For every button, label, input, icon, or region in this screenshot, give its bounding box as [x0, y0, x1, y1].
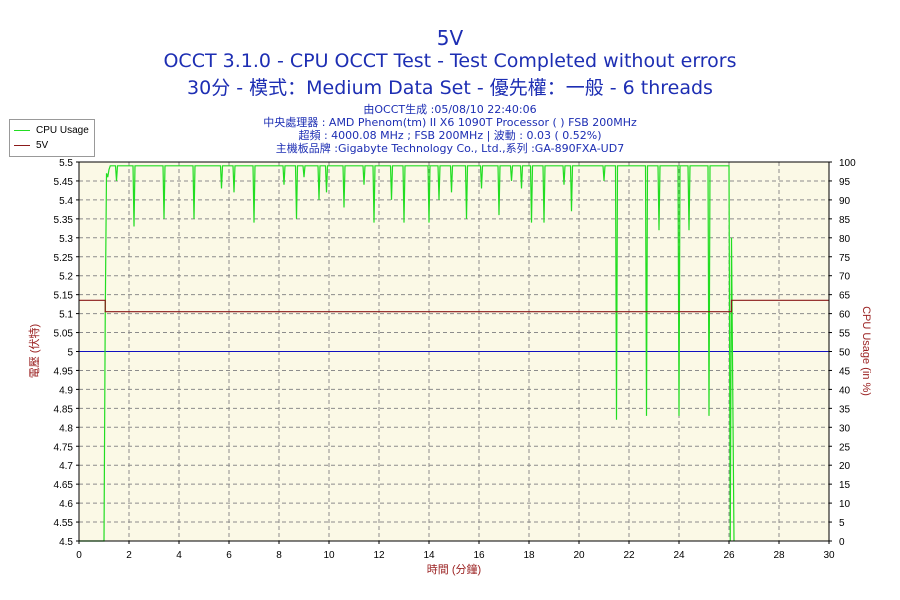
left-axis-label: 電壓 (伏特) [27, 324, 41, 378]
x-tick-label: 28 [773, 550, 785, 561]
right-tick-label: 0 [839, 537, 845, 548]
info-motherboard: 主機板品牌 :Gigabyte Technology Co., Ltd.,系列 … [275, 142, 625, 155]
left-tick-label: 5.25 [54, 253, 74, 264]
left-tick-label: 5.35 [54, 215, 74, 226]
right-tick-label: 30 [839, 423, 851, 434]
right-tick-label: 40 [839, 385, 851, 396]
left-tick-label: 5.5 [59, 158, 73, 169]
chart-subtitle-test: OCCT 3.1.0 - CPU OCCT Test - Test Comple… [163, 50, 737, 72]
plot-frame [78, 161, 830, 542]
right-tick-label: 85 [839, 215, 851, 226]
left-tick-label: 5.05 [54, 329, 74, 340]
right-axis-label: CPU Usage (in %) [860, 306, 872, 396]
right-tick-label: 15 [839, 480, 851, 491]
left-tick-label: 4.7 [59, 461, 73, 472]
series-line-cpu-usage [79, 165, 735, 542]
left-tick-label: 4.8 [59, 423, 73, 434]
right-tick-label: 45 [839, 366, 851, 377]
left-tick-label: 5 [67, 348, 73, 359]
legend: CPU Usage 5V [9, 119, 95, 157]
left-tick-label: 4.55 [54, 518, 74, 529]
left-tick-label: 5.3 [59, 234, 73, 245]
chart-title: 5V [436, 26, 464, 50]
x-tick-label: 20 [573, 550, 585, 561]
right-tick-label: 60 [839, 310, 851, 321]
left-tick-label: 4.65 [54, 480, 74, 491]
series-line-5v [79, 299, 829, 313]
left-tick-label: 4.5 [59, 537, 73, 548]
x-tick-label: 16 [473, 550, 485, 561]
right-tick-label: 25 [839, 442, 851, 453]
right-tick-label: 35 [839, 404, 851, 415]
left-tick-label: 4.85 [54, 404, 74, 415]
x-tick-label: 2 [126, 550, 132, 561]
series-group [79, 165, 829, 542]
left-tick-label: 4.6 [59, 499, 73, 510]
x-tick-label: 6 [226, 550, 232, 561]
legend-label-cpu-usage: CPU Usage [36, 124, 89, 136]
right-tick-label: 90 [839, 196, 851, 207]
info-overclock: 超頻 : 4000.08 MHz ; FSB 200MHz | 波動 : 0.0… [298, 129, 602, 142]
x-tick-label: 22 [623, 550, 635, 561]
right-tick-label: 80 [839, 234, 851, 245]
x-tick-label: 0 [76, 550, 82, 561]
legend-item-5v: 5V [14, 138, 48, 152]
x-tick-label: 4 [176, 550, 182, 561]
legend-item-cpu-usage: CPU Usage [14, 123, 89, 137]
x-tick-label: 30 [823, 550, 835, 561]
right-tick-label: 50 [839, 348, 851, 359]
x-tick-label: 8 [276, 550, 282, 561]
left-tick-label: 5.1 [59, 310, 73, 321]
left-tick-label: 4.75 [54, 442, 74, 453]
right-tick-label: 100 [839, 158, 856, 169]
x-tick-label: 24 [673, 550, 685, 561]
right-tick-label: 20 [839, 461, 851, 472]
x-tick-label: 10 [323, 550, 335, 561]
left-tick-label: 5.45 [54, 177, 74, 188]
x-tick-label: 26 [723, 550, 735, 561]
left-axis-ticks: 4.5 4.55 4.6 4.65 4.7 4.75 4.8 4.85 4.9 4.95 5 5.05… [54, 158, 79, 548]
legend-swatch-cpu-usage [14, 129, 30, 131]
grid-lines [79, 162, 829, 541]
right-axis-ticks: 0 5 10 15 20 25 30 35 40 45 50 55 60 65 70 75 80 85 90 95 10… [829, 158, 856, 548]
left-tick-label: 5.2 [59, 272, 73, 283]
right-tick-label: 65 [839, 291, 851, 302]
legend-label-5v: 5V [36, 139, 49, 151]
info-generated: 由OCCT生成 :05/08/10 22:40:06 [363, 103, 537, 116]
right-tick-label: 55 [839, 329, 851, 340]
chart-subtitle-mode: 30分 - 模式：Medium Data Set - 優先權：一般 - 6 th… [187, 77, 713, 99]
x-axis-ticks: 0 2 4 6 8 10 12 14 16 18 20 22 24 26 28 30 [76, 541, 835, 561]
left-tick-label: 4.9 [59, 385, 73, 396]
right-tick-label: 10 [839, 499, 851, 510]
left-tick-label: 5.4 [59, 196, 73, 207]
info-cpu: 中央處理器 : AMD Phenom(tm) II X6 1090T Proce… [263, 116, 637, 129]
left-tick-label: 5.15 [54, 291, 74, 302]
right-tick-label: 70 [839, 272, 851, 283]
right-tick-label: 95 [839, 177, 851, 188]
x-tick-label: 12 [373, 550, 385, 561]
left-tick-label: 4.95 [54, 366, 74, 377]
right-tick-label: 75 [839, 253, 851, 264]
right-tick-label: 5 [839, 518, 845, 529]
x-axis-label: 時間 (分鐘) [427, 562, 481, 576]
legend-swatch-5v [14, 144, 30, 146]
x-tick-label: 18 [523, 550, 535, 561]
x-tick-label: 14 [423, 550, 435, 561]
